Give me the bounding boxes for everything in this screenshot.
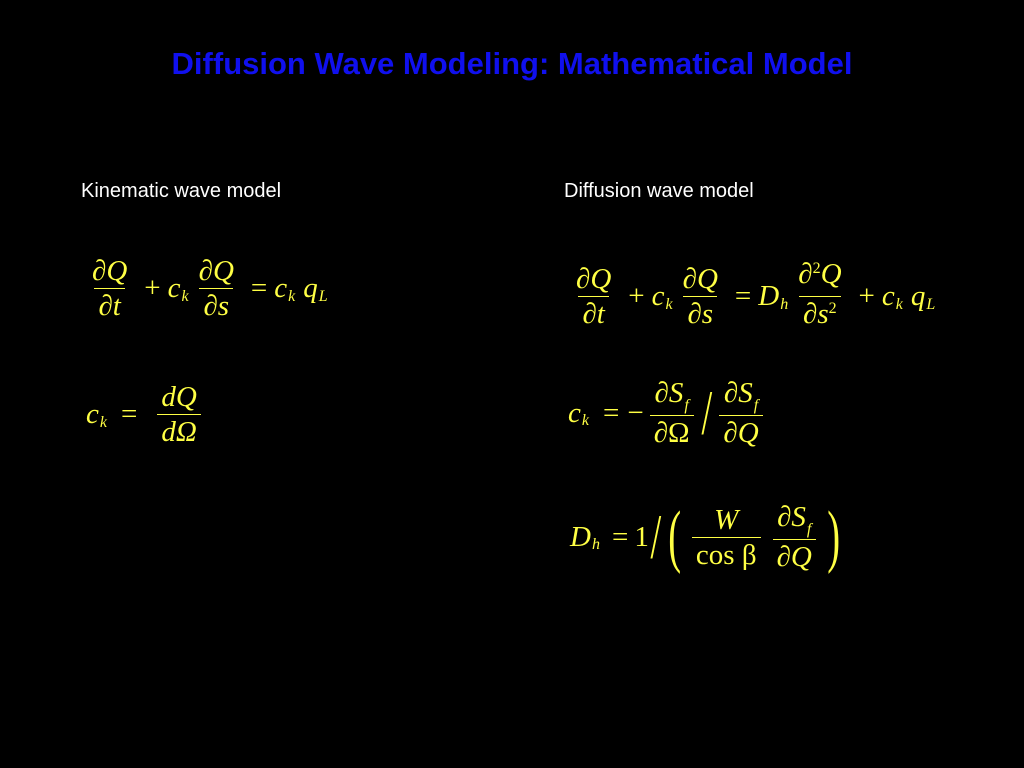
symbol: q xyxy=(303,272,318,304)
operator: = xyxy=(120,398,138,430)
subscript: k xyxy=(181,287,189,305)
subscript: L xyxy=(318,287,328,305)
subscript: k xyxy=(895,295,903,313)
left-parenthesis: ( xyxy=(667,498,681,575)
operator: = xyxy=(602,396,620,429)
numerator: ∂Q xyxy=(576,263,612,295)
fraction: ∂Sf ∂Q xyxy=(719,376,763,450)
operator: + xyxy=(858,280,875,312)
numerator: ∂Q xyxy=(92,255,128,287)
subscript: L xyxy=(926,295,936,313)
numerator: ∂Q xyxy=(682,263,718,295)
symbol: q xyxy=(910,280,926,312)
symbol: c xyxy=(568,396,581,429)
superscript: 2 xyxy=(812,260,821,277)
denominator: ∂t xyxy=(578,296,609,331)
fraction: ∂Sf ∂Q xyxy=(772,500,816,574)
subscript: f xyxy=(806,521,812,538)
number: 1 xyxy=(634,520,649,553)
numerator: ∂Q xyxy=(198,255,234,287)
denominator: ∂s xyxy=(683,296,718,331)
denominator: ∂s xyxy=(199,288,234,323)
subscript: h xyxy=(780,295,789,313)
operator: + xyxy=(144,272,161,304)
denominator: ∂Q xyxy=(719,415,763,450)
symbol: ∂s xyxy=(803,298,829,330)
subscript: k xyxy=(665,295,673,313)
symbol: c xyxy=(167,272,181,304)
subscript: k xyxy=(288,287,296,305)
symbol: c xyxy=(274,272,288,304)
numerator: ∂Sf xyxy=(720,376,762,415)
operator: − xyxy=(627,396,644,429)
symbol: ∂S xyxy=(777,501,806,533)
superscript: 2 xyxy=(828,300,837,317)
symbol: Q xyxy=(820,258,842,290)
fraction: ∂Sf ∂Ω xyxy=(649,376,694,450)
division-slash: / xyxy=(650,501,662,572)
denominator: ∂Ω xyxy=(649,415,694,450)
subscript: f xyxy=(684,397,689,414)
right-parenthesis: ) xyxy=(827,498,840,575)
division-slash: / xyxy=(701,377,712,448)
fraction: dQ dΩ xyxy=(157,380,201,449)
subscript: f xyxy=(753,397,759,414)
symbol: ∂S xyxy=(654,377,684,409)
symbol: D xyxy=(758,280,780,312)
subscript: k xyxy=(581,412,589,429)
slide-title: Diffusion Wave Modeling: Mathematical Mo… xyxy=(171,46,853,81)
fraction: ∂Q ∂s xyxy=(195,254,238,323)
denominator: ∂t xyxy=(94,288,125,323)
operator: = xyxy=(734,280,752,312)
operator: = xyxy=(250,272,268,304)
subscript: k xyxy=(99,413,107,431)
symbol: ∂S xyxy=(723,377,753,409)
denominator: ∂s2 xyxy=(799,296,841,336)
symbol: c xyxy=(881,280,895,312)
diffusion-heading: Diffusion wave model xyxy=(564,180,754,202)
fraction: ∂Q ∂s xyxy=(679,262,722,331)
numerator: ∂2Q xyxy=(794,257,845,296)
symbol: c xyxy=(651,280,665,312)
operator: + xyxy=(628,280,645,312)
partial: ∂ xyxy=(798,258,813,290)
subscript: h xyxy=(591,536,600,553)
numerator: W xyxy=(714,503,739,536)
denominator: cos β xyxy=(691,536,761,572)
denominator: ∂Q xyxy=(772,539,816,574)
numerator: ∂Sf xyxy=(651,376,693,415)
operator: = xyxy=(611,520,629,553)
fraction: ∂Q ∂t xyxy=(88,254,131,323)
kinematic-heading: Kinematic wave model xyxy=(81,180,282,202)
numerator: ∂Sf xyxy=(773,500,815,539)
fraction: ∂Q ∂t xyxy=(572,262,615,331)
symbol: D xyxy=(570,520,591,553)
denominator: dΩ xyxy=(157,414,201,449)
symbol: c xyxy=(86,398,99,430)
numerator: dQ xyxy=(161,381,197,413)
fraction: ∂2Q ∂s2 xyxy=(794,257,845,336)
